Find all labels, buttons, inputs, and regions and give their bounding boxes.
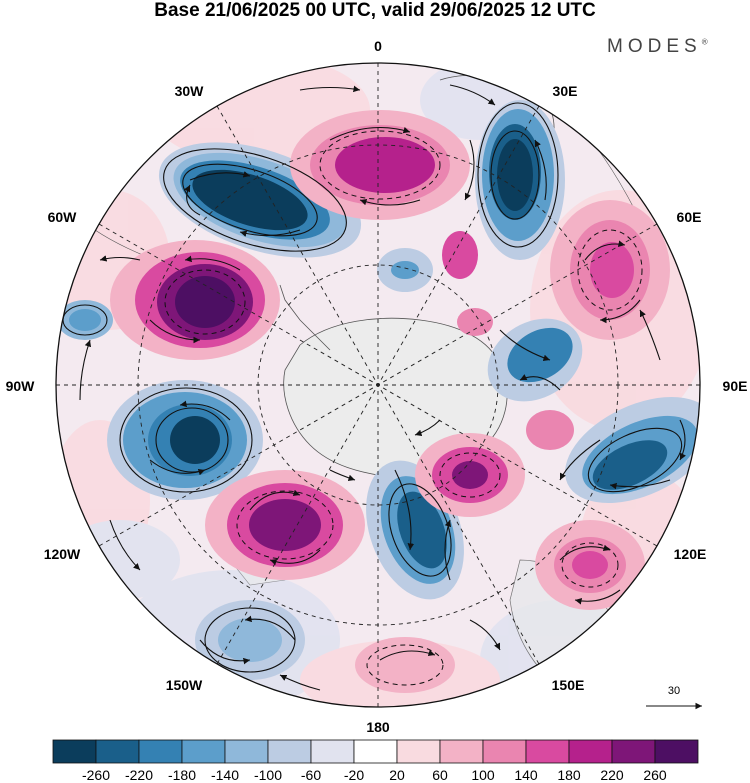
colorbar-tick-label: -20 [344,767,364,783]
colorbar-swatches [52,739,699,764]
colorbar: -260 -220 -180 -140 -100 -60 -20 20 60 100 140 180 2… [52,739,699,783]
colorbar-swatch [310,739,355,764]
colorbar-tick-label: 100 [471,767,495,783]
geopotential-contours [62,102,683,673]
colorbar-swatch [353,739,398,764]
reference-vector: 30 [646,685,702,710]
colorbar-tick-label: -220 [125,767,153,783]
colorbar-swatch [611,739,656,764]
lon-label-60w: 60W [48,209,78,225]
colorbar-tick-label: 220 [600,767,624,783]
colorbar-swatch [525,739,570,764]
colorbar-swatch [224,739,269,764]
colorbar-swatch [396,739,441,764]
positive-anomaly-shading [110,110,670,693]
lon-label-60e: 60E [677,209,702,225]
graticule [56,63,700,707]
map-disc [56,63,700,707]
colorbar-swatch [181,739,226,764]
colorbar-tick-label: -60 [301,767,321,783]
colorbar-swatch [138,739,183,764]
map-title: Base 21/06/2025 00 UTC, valid 29/06/2025… [154,0,596,21]
colorbar-swatch [52,739,97,764]
colorbar-tick-label: 140 [514,767,538,783]
colorbar-ticks: -260 -220 -180 -140 -100 -60 -20 20 60 100 140 180 2… [82,767,667,783]
registered-mark: ® [701,37,708,47]
lon-label-150w: 150W [166,677,203,693]
colorbar-tick-label: 260 [643,767,667,783]
colorbar-tick-label: 20 [389,767,405,783]
wind-vectors [79,84,686,695]
lon-label-90e: 90E [723,378,748,394]
colorbar-tick-label: 60 [432,767,448,783]
reference-vector-label: 30 [668,685,680,697]
lon-label-120e: 120E [674,546,707,562]
lon-label-180: 180 [366,719,390,735]
colorbar-swatch [95,739,140,764]
colorbar-swatch [267,739,312,764]
lon-label-90w: 90W [6,378,36,394]
negative-anomaly-shading [57,100,700,680]
colorbar-tick-label: -260 [82,767,110,783]
longitude-labels: 0 30E 60E 90E 120E 150E 180 150W 120W 90… [6,38,748,735]
colorbar-swatch [654,739,699,764]
lon-label-30w: 30W [175,83,205,99]
lon-label-0: 0 [374,38,382,54]
colorbar-swatch [439,739,484,764]
lon-label-120w: 120W [44,546,81,562]
dashed-contours [164,130,643,686]
colorbar-swatch [482,739,527,764]
colorbar-swatch [568,739,613,764]
colorbar-tick-label: 180 [557,767,581,783]
lon-label-30e: 30E [553,83,578,99]
colorbar-tick-label: -140 [211,767,239,783]
map-border [55,62,701,708]
lon-label-150e: 150E [552,677,585,693]
brand-name: MODES [607,36,702,57]
colorbar-tick-label: -100 [254,767,282,783]
colorbar-tick-label: -180 [168,767,196,783]
modes-logo: MODES® [607,36,708,58]
